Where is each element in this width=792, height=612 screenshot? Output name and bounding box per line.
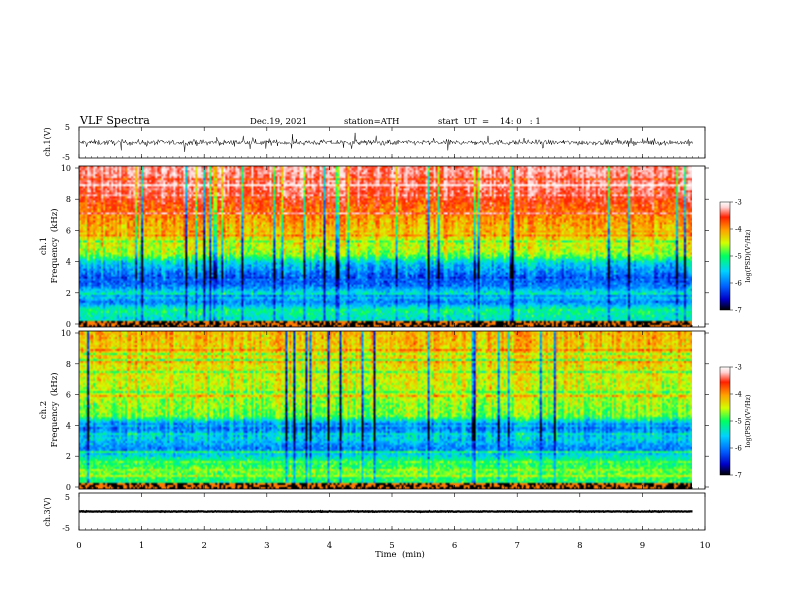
ch1-colorbar-tick-label: -7 bbox=[735, 307, 742, 315]
ch1-spectrogram-panel: 10 8 6 4 2 0 ch.1 Frequency (kHz) bbox=[39, 164, 709, 329]
ch2-colorbar-tick-label: -3 bbox=[735, 364, 742, 372]
time-tick-label: 0 bbox=[76, 541, 81, 551]
time-tick-label: 8 bbox=[577, 541, 582, 551]
time-tick-label: 7 bbox=[514, 541, 519, 551]
time-tick-label: 1 bbox=[139, 541, 144, 551]
ch1-spectrogram-ylabel-channel: ch.1 bbox=[39, 237, 49, 255]
ch2-frequency-ytick-label: 8 bbox=[66, 360, 71, 369]
time-tick-label: 9 bbox=[640, 541, 645, 551]
ch1-ytick-neg5: -5 bbox=[62, 153, 70, 162]
ch2-colorbar: -3 -4 -5 -6 -7 log(PSD)(V²/Hz) bbox=[719, 364, 752, 480]
ch1-spectrogram-ylabel-frequency: Frequency (kHz) bbox=[49, 208, 60, 283]
ch1-frequency-ytick-label: 0 bbox=[66, 320, 71, 329]
ch1-colorbar-label: log(PSD)(V²/Hz) bbox=[744, 229, 752, 282]
header-date: Dec.19, 2021 bbox=[250, 117, 307, 127]
ch1-ytick-5: 5 bbox=[65, 123, 70, 132]
ch2-spectrogram-image bbox=[79, 331, 692, 489]
ch2-colorbar-tick-label: -7 bbox=[735, 472, 742, 480]
ch3-waveform-line bbox=[78, 509, 693, 514]
chart-title: VLF Spectra bbox=[79, 114, 150, 127]
header-station: station=ATH bbox=[344, 117, 399, 127]
ch1-waveform-ylabel: ch.1(V) bbox=[43, 127, 52, 156]
ch2-spectrogram-ylabel-channel: ch.2 bbox=[39, 401, 49, 419]
time-axis: 0 1 2 3 4 5 6 7 8 9 10 bbox=[76, 127, 710, 551]
ch3-waveform-panel: 5 -5 ch.3(V) bbox=[43, 492, 706, 533]
ch1-colorbar-gradient bbox=[719, 201, 731, 311]
ch1-colorbar-tick-label: -6 bbox=[735, 280, 742, 288]
ch3-ytick-5: 5 bbox=[65, 493, 70, 502]
time-tick-label: 10 bbox=[700, 541, 711, 551]
time-tick-label: 2 bbox=[201, 541, 206, 551]
time-tick-label: 6 bbox=[452, 541, 457, 551]
ch2-colorbar-tick-label: -6 bbox=[735, 445, 742, 453]
ch1-frequency-ytick-label: 8 bbox=[66, 195, 71, 204]
ch2-colorbar-label: log(PSD)(V²/Hz) bbox=[744, 394, 752, 447]
time-tick-label: 3 bbox=[264, 541, 269, 551]
ch2-frequency-ytick-label: 2 bbox=[66, 452, 71, 461]
ch1-frequency-ytick-label: 4 bbox=[66, 258, 71, 267]
ch1-frequency-ytick-label: 2 bbox=[66, 289, 71, 298]
ch2-frequency-ytick-label: 4 bbox=[66, 421, 71, 430]
ch2-colorbar-tick-label: -4 bbox=[735, 391, 742, 399]
ch1-waveform-line bbox=[78, 132, 693, 152]
ch1-frequency-ytick-label: 10 bbox=[61, 164, 71, 173]
time-axis-label: Time (min) bbox=[375, 549, 425, 560]
ch1-colorbar: -3 -4 -5 -6 -7 log(PSD)(V²/Hz) bbox=[719, 199, 752, 315]
ch2-frequency-ytick-label: 0 bbox=[66, 483, 71, 492]
ch2-frequency-ytick-label: 10 bbox=[61, 329, 71, 338]
ch1-spectrogram-image bbox=[79, 166, 692, 327]
ch2-spectrogram-panel: 10 8 6 4 2 0 ch.2 Frequency (kHz) bbox=[39, 329, 709, 492]
ch1-colorbar-tick-label: -4 bbox=[735, 226, 742, 234]
ch1-frequency-ytick-label: 6 bbox=[66, 226, 71, 235]
ch1-waveform-panel: 5 -5 ch.1(V) bbox=[43, 123, 706, 162]
ch3-waveform-ylabel: ch.3(V) bbox=[43, 497, 52, 526]
ch1-colorbar-tick-label: -5 bbox=[735, 253, 742, 261]
ch2-colorbar-gradient bbox=[719, 366, 731, 476]
ch2-colorbar-tick-label: -5 bbox=[735, 418, 742, 426]
ch2-frequency-ytick-label: 6 bbox=[66, 391, 71, 400]
ch3-ytick-neg5: -5 bbox=[62, 524, 70, 533]
ch2-spectrogram-ylabel-frequency: Frequency (kHz) bbox=[49, 372, 60, 447]
header-start-time: start UT = 14: 0 : 1 bbox=[438, 117, 541, 127]
time-tick-label: 5 bbox=[389, 541, 394, 551]
ch1-colorbar-tick-label: -3 bbox=[735, 199, 742, 207]
time-tick-label: 4 bbox=[327, 541, 332, 551]
